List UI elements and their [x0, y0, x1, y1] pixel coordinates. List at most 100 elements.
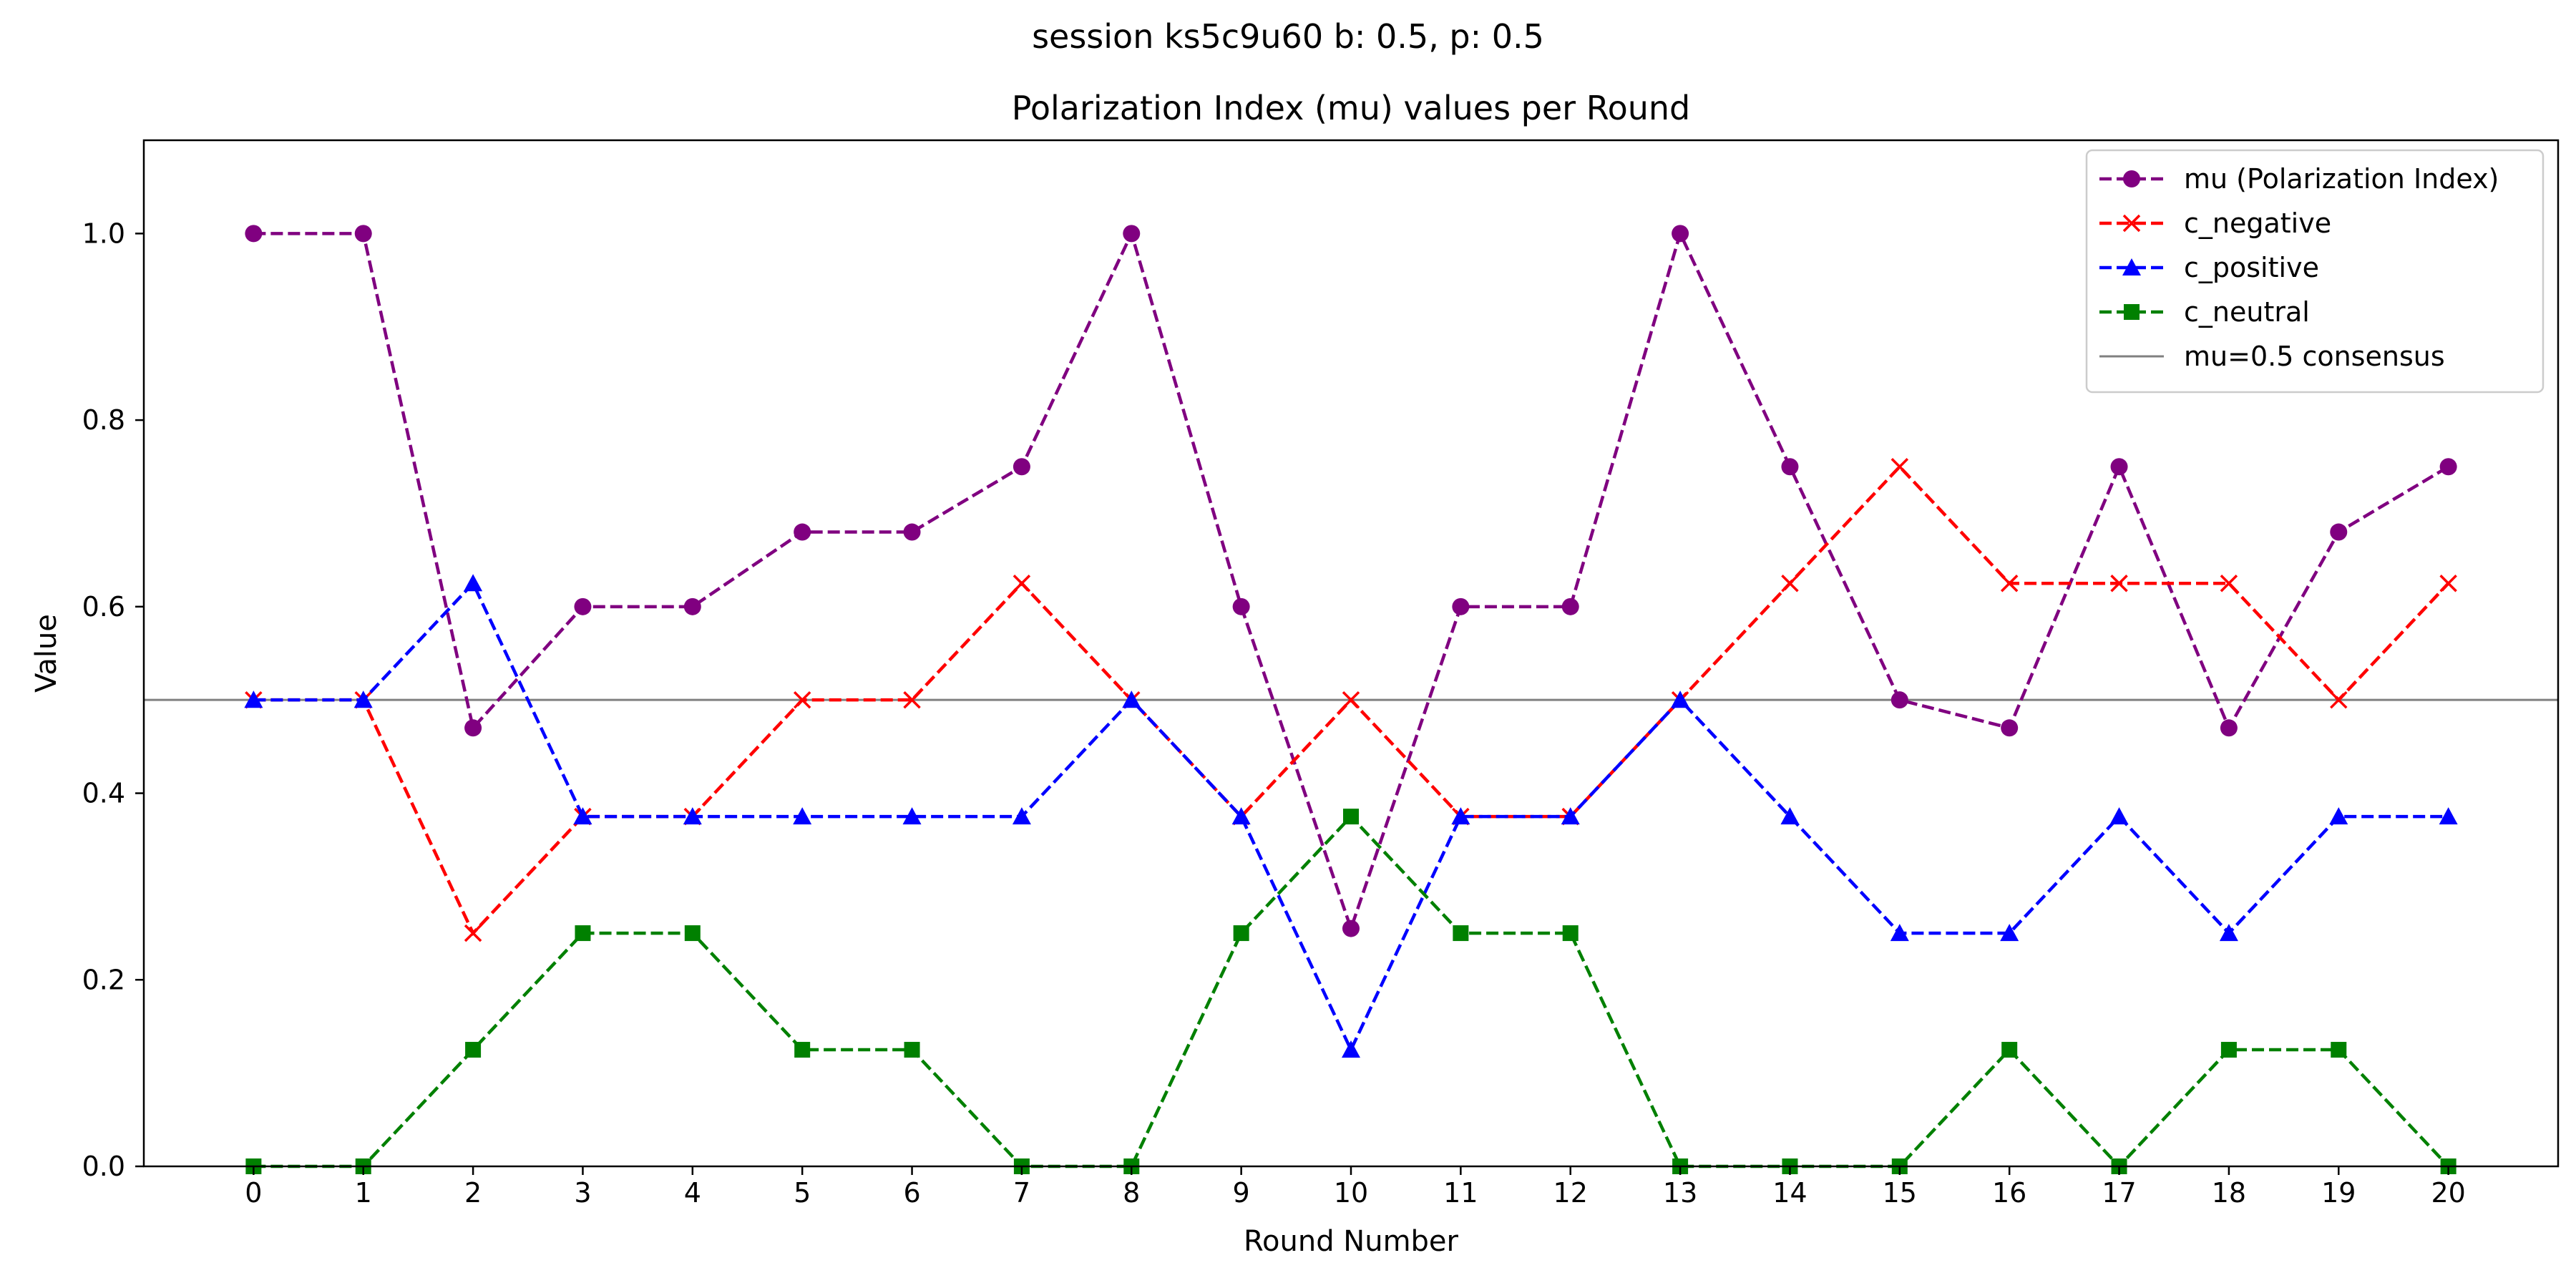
x-tick-label: 4 — [684, 1177, 701, 1209]
legend-entry-c-negative: c_negative — [2099, 208, 2331, 239]
legend-label: mu=0.5 consensus — [2184, 341, 2445, 372]
data-point-c-neutral — [1453, 925, 1469, 942]
data-point-c-positive — [244, 691, 263, 708]
x-tick-label: 12 — [1553, 1177, 1588, 1209]
data-point-c-positive — [1122, 691, 1141, 708]
data-point-c-neutral — [684, 925, 701, 942]
data-point-c-negative — [2439, 574, 2457, 592]
data-point-c-positive — [1890, 924, 1909, 942]
x-tick-label: 1 — [355, 1177, 372, 1209]
data-point-c-positive — [1231, 807, 1251, 825]
data-point-mu-polarization-index — [574, 597, 592, 615]
data-point-c-positive — [464, 574, 483, 592]
data-point-mu-polarization-index — [245, 225, 263, 243]
x-tick-label: 15 — [1883, 1177, 1917, 1209]
data-point-c-positive — [1780, 807, 1800, 825]
data-point-c-positive — [353, 691, 373, 708]
x-tick-label: 19 — [2321, 1177, 2356, 1209]
y-tick-label: 0.8 — [82, 404, 125, 436]
data-point-c-neutral — [1562, 925, 1579, 942]
data-point-c-negative — [1781, 574, 1799, 592]
data-point-mu-polarization-index — [2110, 458, 2128, 476]
data-point-c-negative — [2110, 574, 2128, 592]
data-point-c-negative — [793, 691, 811, 709]
y-tick-label: 0.2 — [82, 964, 125, 995]
data-point-c-negative — [464, 924, 482, 942]
y-tick-label: 0.4 — [82, 778, 125, 809]
y-tick-label: 0.0 — [82, 1151, 125, 1182]
legend-entry-c-neutral: c_neutral — [2099, 296, 2310, 328]
data-point-c-neutral — [2001, 1042, 2018, 1058]
data-point-c-positive — [1012, 807, 1031, 825]
x-axis-ticks: 0 1 2 3 4 5 6 7 8 9 10 11 12 13 14 15 16 17 18 19 20 — [245, 1166, 2466, 1209]
data-point-mu-polarization-index — [1781, 458, 1799, 476]
data-point-c-neutral — [465, 1042, 482, 1058]
data-point-c-negative — [903, 691, 921, 709]
y-axis-ticks: 0.0 0.2 0.4 0.6 0.8 1.0 — [82, 218, 144, 1182]
x-tick-label: 8 — [1123, 1177, 1140, 1209]
data-point-c-positive — [1671, 691, 1690, 708]
data-point-c-positive — [2219, 924, 2238, 942]
data-point-c-neutral — [794, 1042, 811, 1058]
data-point-c-negative — [2220, 574, 2238, 592]
data-point-mu-polarization-index — [1452, 597, 1470, 615]
legend-marker — [2123, 170, 2140, 187]
x-tick-label: 14 — [1772, 1177, 1807, 1209]
data-point-c-positive — [1451, 807, 1470, 825]
data-point-c-neutral — [1233, 925, 1249, 942]
data-point-mu-polarization-index — [2330, 523, 2348, 541]
data-point-mu-polarization-index — [1890, 691, 1908, 709]
x-tick-label: 13 — [1663, 1177, 1697, 1209]
data-point-mu-polarization-index — [903, 523, 921, 541]
data-point-c-neutral — [2220, 1042, 2237, 1058]
data-point-mu-polarization-index — [794, 523, 811, 541]
legend-box — [2085, 149, 2545, 394]
data-point-c-positive — [573, 807, 592, 825]
x-axis-label: Round Number — [1244, 1225, 1459, 1258]
data-point-c-positive — [2000, 924, 2019, 942]
data-point-c-negative — [1342, 691, 1360, 709]
y-axis-label: Value — [30, 614, 63, 693]
x-tick-label: 17 — [2102, 1177, 2136, 1209]
data-point-c-positive — [793, 807, 812, 825]
figure-suptitle: session ks5c9u60 b: 0.5, p: 0.5 — [1032, 17, 1544, 56]
series-c-neutral — [245, 809, 2457, 1174]
x-tick-label: 18 — [2212, 1177, 2246, 1209]
data-point-c-positive — [2109, 807, 2129, 825]
data-point-c-neutral — [1343, 809, 1359, 825]
x-tick-label: 20 — [2431, 1177, 2465, 1209]
data-point-mu-polarization-index — [1013, 458, 1030, 476]
data-point-c-positive — [2329, 807, 2348, 825]
data-point-c-negative — [2330, 691, 2348, 709]
series-line-mu-polarization-index — [253, 229, 2449, 934]
data-point-c-positive — [1561, 807, 1580, 825]
data-point-mu-polarization-index — [464, 719, 482, 737]
data-point-c-positive — [902, 807, 922, 825]
legend-marker — [2122, 258, 2141, 276]
x-tick-label: 11 — [1443, 1177, 1478, 1209]
data-point-c-neutral — [2331, 1042, 2347, 1058]
legend-marker — [2124, 304, 2140, 320]
legend-label: mu (Polarization Index) — [2184, 163, 2499, 195]
x-tick-label: 5 — [794, 1177, 811, 1209]
x-tick-label: 6 — [903, 1177, 920, 1209]
data-point-c-negative — [1013, 574, 1031, 592]
y-tick-label: 0.6 — [82, 591, 125, 623]
x-tick-label: 7 — [1013, 1177, 1030, 1209]
data-point-c-positive — [1342, 1040, 1360, 1058]
legend-marker — [2122, 214, 2141, 233]
data-point-c-negative — [2000, 574, 2019, 592]
data-point-mu-polarization-index — [2220, 719, 2238, 737]
y-tick-label: 1.0 — [82, 218, 125, 249]
x-tick-label: 16 — [1992, 1177, 2026, 1209]
legend: mu (Polarization Index) c_negative c_posit… — [2085, 149, 2545, 394]
data-point-mu-polarization-index — [2439, 458, 2457, 476]
legend-entry-mu-polarization-index: mu (Polarization Index) — [2099, 163, 2499, 195]
legend-label: c_neutral — [2184, 296, 2310, 328]
legend-entry-c-positive: c_positive — [2099, 252, 2319, 283]
data-point-c-neutral — [904, 1042, 920, 1058]
x-tick-label: 9 — [1233, 1177, 1250, 1209]
data-point-mu-polarization-index — [1123, 225, 1141, 243]
data-point-mu-polarization-index — [1232, 597, 1250, 615]
